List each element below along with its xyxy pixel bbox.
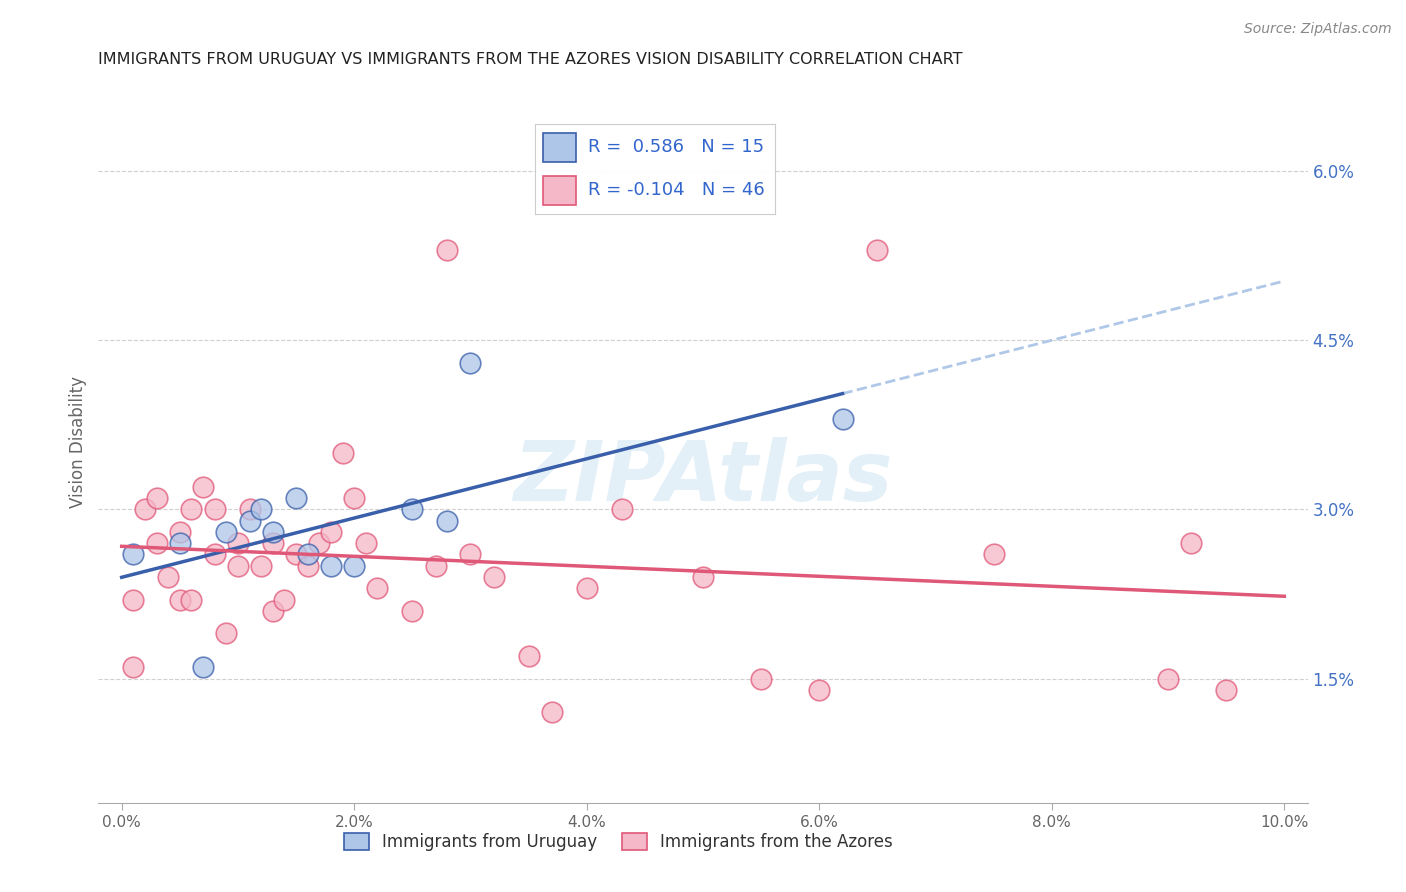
Point (215, 626, 238, 640)
Point (239, 502, 262, 516)
Text: ZIPAtlas: ZIPAtlas (513, 437, 893, 518)
Point (180, 592, 202, 607)
Point (262, 604, 284, 618)
Point (319, 558, 342, 573)
Point (983, 548, 1005, 562)
Point (575, 582, 598, 596)
Point (191, 660, 214, 674)
FancyBboxPatch shape (543, 176, 576, 204)
Point (366, 582, 388, 596)
Point (273, 592, 295, 607)
Point (401, 604, 423, 618)
Point (1215, 682, 1237, 697)
Point (285, 491, 308, 505)
Point (122, 592, 145, 607)
Point (204, 502, 226, 516)
Point (191, 480, 214, 494)
Point (169, 592, 191, 607)
Point (692, 570, 714, 584)
Text: R = -0.104   N = 46: R = -0.104 N = 46 (588, 181, 765, 199)
Point (460, 355, 482, 369)
Point (749, 672, 772, 686)
Point (169, 524, 191, 539)
Point (239, 514, 262, 528)
Text: IMMIGRANTS FROM URUGUAY VS IMMIGRANTS FROM THE AZORES VISION DISABILITY CORRELAT: IMMIGRANTS FROM URUGUAY VS IMMIGRANTS FR… (98, 52, 963, 67)
Point (204, 548, 226, 562)
Point (401, 502, 423, 516)
Point (226, 536, 249, 550)
Point (215, 524, 238, 539)
Point (460, 548, 482, 562)
Point (343, 491, 366, 505)
Point (436, 514, 458, 528)
Point (285, 548, 308, 562)
Legend: Immigrants from Uruguay, Immigrants from the Azores: Immigrants from Uruguay, Immigrants from… (335, 825, 901, 860)
Point (297, 558, 319, 573)
Point (297, 548, 319, 562)
Point (425, 558, 447, 573)
Point (343, 558, 366, 573)
Point (180, 502, 202, 516)
Text: Source: ZipAtlas.com: Source: ZipAtlas.com (1244, 22, 1392, 37)
Point (866, 243, 889, 257)
Point (122, 548, 145, 562)
Point (250, 558, 273, 573)
Point (332, 446, 354, 460)
Point (122, 660, 145, 674)
Point (610, 502, 633, 516)
Point (169, 536, 191, 550)
Point (1180, 536, 1202, 550)
Point (354, 536, 377, 550)
Text: R =  0.586   N = 15: R = 0.586 N = 15 (588, 138, 765, 156)
Point (262, 524, 284, 539)
Point (145, 491, 167, 505)
Point (145, 536, 167, 550)
FancyBboxPatch shape (543, 133, 576, 161)
Point (134, 502, 156, 516)
Point (226, 558, 249, 573)
Point (436, 243, 458, 257)
Point (517, 648, 540, 663)
Point (1157, 672, 1180, 686)
Y-axis label: Vision Disability: Vision Disability (69, 376, 87, 508)
Point (250, 502, 273, 516)
Point (308, 536, 330, 550)
Point (157, 570, 180, 584)
Point (831, 412, 853, 426)
Point (540, 706, 562, 720)
Point (262, 536, 284, 550)
Point (808, 682, 831, 697)
Point (482, 570, 505, 584)
Point (319, 524, 342, 539)
